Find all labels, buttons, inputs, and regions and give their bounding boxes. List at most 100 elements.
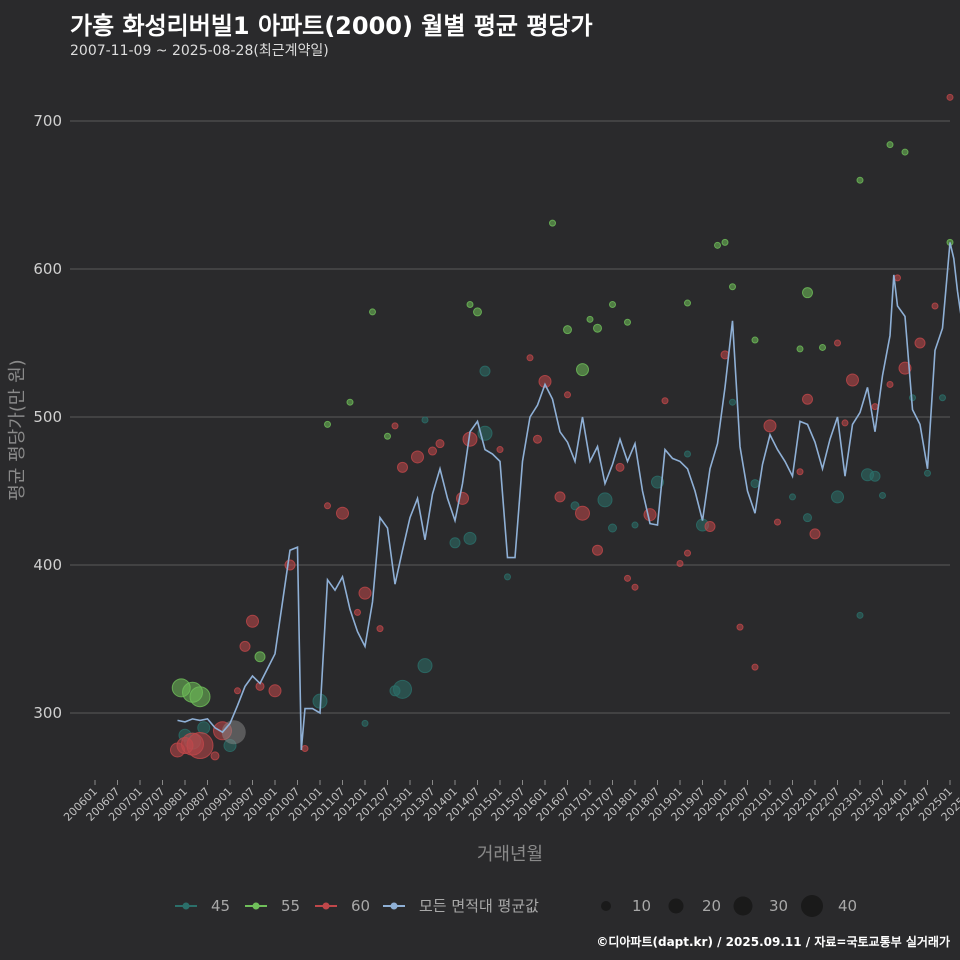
legend-label-2: 60 xyxy=(351,897,370,915)
size-legend-label-10: 10 xyxy=(632,897,651,915)
data-point-45 xyxy=(729,398,736,406)
data-point-55 xyxy=(886,141,894,149)
data-point-55 xyxy=(609,301,616,309)
data-point-60 xyxy=(284,559,296,571)
data-point-45 xyxy=(417,658,433,674)
data-point-45 xyxy=(939,394,946,402)
data-point-60 xyxy=(643,508,657,522)
data-point-60 xyxy=(809,528,821,540)
legend-marker-0 xyxy=(182,902,190,910)
data-point-55 xyxy=(721,238,729,246)
data-point-60 xyxy=(886,380,894,388)
data-point-60 xyxy=(354,608,361,616)
data-point-60 xyxy=(624,574,631,582)
data-point-45 xyxy=(684,450,691,458)
data-point-60 xyxy=(796,468,804,476)
data-point-55 xyxy=(369,308,376,316)
data-point-60 xyxy=(496,446,504,454)
y-tick-label: 700 xyxy=(33,112,62,130)
data-point-45 xyxy=(504,573,511,581)
data-point-60 xyxy=(435,439,445,449)
y-tick-label: 600 xyxy=(33,260,62,278)
data-point-60 xyxy=(239,640,251,652)
data-point-60 xyxy=(631,583,639,591)
size-legend-dot-10 xyxy=(601,901,611,911)
data-point-60 xyxy=(324,502,331,510)
data-point-60 xyxy=(894,274,901,282)
data-point-60 xyxy=(564,391,571,399)
data-point-60 xyxy=(684,549,691,557)
data-point-60 xyxy=(763,419,777,433)
data-point-60 xyxy=(661,397,669,405)
data-point-55 xyxy=(576,363,589,377)
legend-label-1: 55 xyxy=(281,897,300,915)
data-point-55 xyxy=(751,336,759,344)
data-point-55 xyxy=(346,398,354,406)
data-point-60 xyxy=(210,751,220,761)
data-point-45 xyxy=(463,531,477,545)
data-point-60 xyxy=(575,505,590,521)
data-point-60 xyxy=(736,623,744,631)
data-point-45 xyxy=(750,479,760,489)
data-point-60 xyxy=(931,302,939,310)
data-point-55 xyxy=(856,176,864,184)
data-point-45 xyxy=(608,523,617,533)
x-axis-label: 거래년월 xyxy=(477,844,543,865)
data-point-60 xyxy=(592,544,603,556)
data-point-60 xyxy=(526,354,534,362)
data-point-60 xyxy=(234,687,241,695)
data-point-45 xyxy=(869,470,881,482)
data-point-55 xyxy=(624,318,631,326)
data-point-60 xyxy=(615,462,625,472)
data-point-45 xyxy=(597,492,613,508)
data-point-45 xyxy=(879,491,886,499)
size-legend-label-20: 20 xyxy=(702,897,721,915)
data-point-55 xyxy=(466,301,474,309)
data-point-55 xyxy=(593,323,602,333)
data-point-60 xyxy=(391,422,399,430)
data-point-60 xyxy=(676,560,684,568)
chart-title: 가흥 화성리버빌1 아파트(2000) 월별 평균 평당가 xyxy=(70,12,593,40)
data-point-60 xyxy=(336,506,349,520)
size-legend-dot-40 xyxy=(801,895,823,917)
data-point-60 xyxy=(704,521,716,533)
data-point-55 xyxy=(324,420,331,428)
data-point-55 xyxy=(563,325,572,335)
data-point-45 xyxy=(831,490,844,504)
data-point-45 xyxy=(803,513,812,523)
y-tick-label: 400 xyxy=(33,556,62,574)
size-legend-label-40: 40 xyxy=(838,897,857,915)
data-point-60 xyxy=(871,403,879,411)
data-point-45 xyxy=(197,721,211,735)
data-point-55 xyxy=(549,219,556,227)
chart-subtitle: 2007-11-09 ~ 2025-08-28(최근계약일) xyxy=(70,43,329,59)
data-point-45 xyxy=(449,537,461,549)
data-point-60 xyxy=(751,663,759,671)
data-point-60 xyxy=(397,461,408,473)
data-point-45 xyxy=(856,611,864,619)
size-legend-dot-20 xyxy=(668,898,684,914)
data-point-60 xyxy=(774,518,781,526)
legend-label-3: 모든 면적대 평균값 xyxy=(419,897,539,915)
average-price-line xyxy=(177,242,960,751)
data-point-60 xyxy=(533,434,542,444)
size-legend-label-30: 30 xyxy=(769,897,788,915)
data-point-55 xyxy=(729,283,736,291)
data-point-large xyxy=(221,720,246,745)
legend: 45 55 60 모든 면적대 평균값 10 20 30 40 xyxy=(175,895,857,917)
data-point-60 xyxy=(898,361,912,375)
data-point-60 xyxy=(946,93,954,101)
data-point-55 xyxy=(714,241,721,249)
data-point-60 xyxy=(846,373,859,387)
data-point-60 xyxy=(376,625,384,633)
data-point-55 xyxy=(802,287,813,299)
data-point-60 xyxy=(268,684,282,698)
data-point-55 xyxy=(473,307,482,317)
size-legend-dot-30 xyxy=(733,896,753,916)
data-point-55 xyxy=(254,651,266,663)
data-point-60 xyxy=(411,450,424,464)
data-point-55 xyxy=(189,686,211,708)
data-point-55 xyxy=(684,299,691,307)
data-point-45 xyxy=(393,679,412,699)
